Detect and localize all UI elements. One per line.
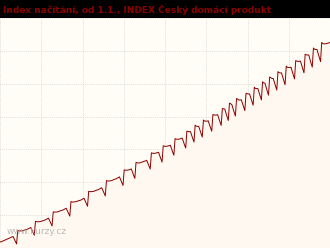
Text: www.kurzy.cz: www.kurzy.cz: [7, 227, 67, 236]
Text: Index načítání, od 1.1., INDEX Český domácí produkt: Index načítání, od 1.1., INDEX Český dom…: [3, 5, 271, 15]
